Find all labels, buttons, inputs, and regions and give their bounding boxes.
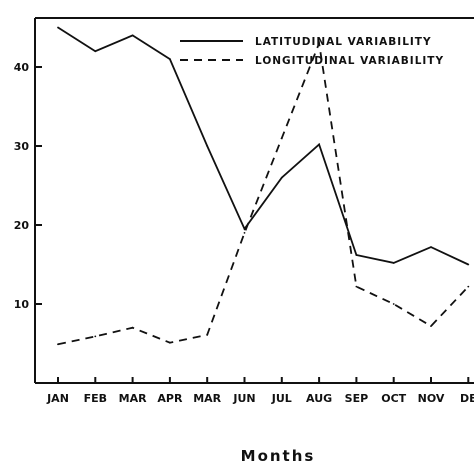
data-point: [57, 26, 59, 29]
x-tick-label: DE: [460, 392, 474, 405]
series-layer: [57, 26, 470, 346]
x-tick-label: SEP: [345, 392, 369, 405]
legend-label-latitudinal: LATITUDINAL VARIABILITY: [255, 36, 432, 48]
x-tick-label: AUG: [306, 392, 332, 405]
series-line-latitudinal: [57, 26, 469, 266]
data-point: [131, 326, 134, 329]
x-tick-label: JAN: [46, 392, 69, 405]
x-axis-title: Months: [241, 447, 316, 465]
y-tick-label: 40: [14, 61, 30, 74]
data-point: [169, 341, 171, 344]
data-point: [57, 343, 59, 346]
data-point: [280, 137, 283, 140]
data-point: [392, 262, 395, 264]
x-tick-label: APR: [157, 392, 183, 405]
y-axis-ticks: 10 20 30 40: [14, 61, 42, 311]
data-point: [94, 335, 97, 338]
y-tick-label: 10: [14, 298, 30, 311]
x-tick-label: MAR: [193, 392, 221, 405]
series-line-longitudinal: [57, 39, 469, 346]
data-point: [243, 232, 246, 234]
x-tick-label: FEB: [84, 392, 107, 405]
data-point: [169, 58, 171, 60]
data-point: [467, 263, 470, 266]
data-point: [355, 285, 358, 288]
data-point: [94, 50, 97, 53]
legend-label-longitudinal: LONGITUDINAL VARIABILITY: [255, 55, 444, 67]
data-point: [206, 333, 209, 336]
x-tick-label: NOV: [418, 392, 445, 405]
data-point: [392, 303, 395, 305]
data-point: [206, 145, 209, 147]
y-tick-label: 20: [14, 219, 30, 232]
data-point: [131, 34, 134, 37]
data-point: [355, 254, 358, 256]
x-tick-label: JUN: [232, 392, 255, 405]
data-point: [318, 42, 320, 45]
x-tick-label: OCT: [381, 392, 406, 405]
x-tick-label: MAR: [119, 392, 147, 405]
x-axis-ticks: JAN FEB MAR APR MAR JUN JUL AUG SEP OCT NOV DE: [46, 377, 474, 405]
data-point: [430, 246, 432, 249]
data-point: [280, 176, 283, 179]
x-tick-label: JUL: [271, 392, 292, 405]
legend: LATITUDINAL VARIABILITY LONGITUDINAL VAR…: [180, 36, 444, 67]
data-point: [467, 285, 470, 288]
data-point: [318, 143, 320, 146]
y-tick-label: 30: [14, 140, 30, 153]
data-point: [430, 325, 432, 328]
